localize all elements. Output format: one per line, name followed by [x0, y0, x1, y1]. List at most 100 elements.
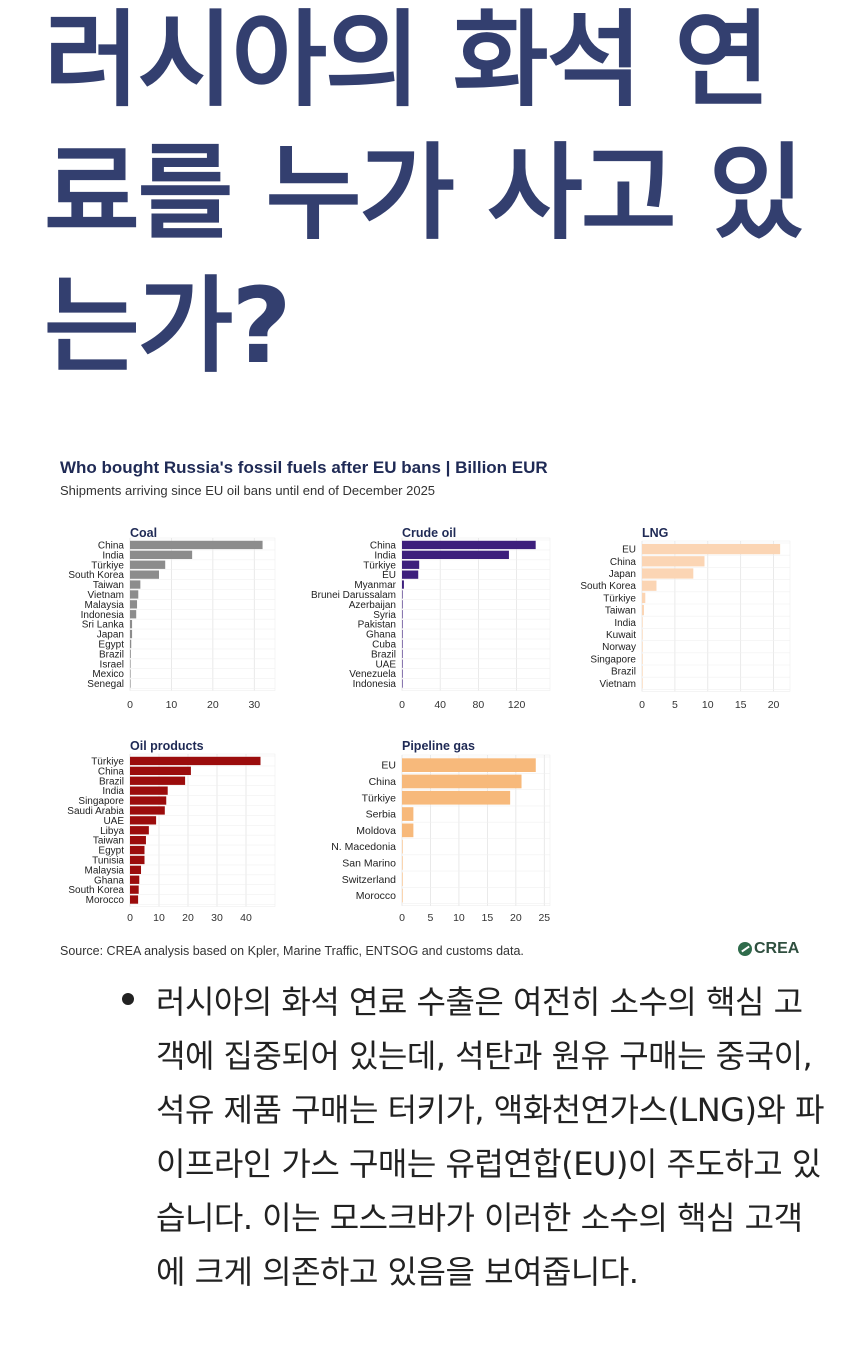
- pipeline-gas-bar: [402, 888, 403, 903]
- lng-bar: [642, 641, 643, 652]
- crude-oil-category-label: China: [370, 540, 397, 551]
- oil-products-bar: [130, 816, 157, 825]
- coal-bar: [130, 629, 133, 639]
- coal-bar: [130, 590, 139, 599]
- crea-logo-text: CREA: [754, 940, 800, 957]
- crea-logo: CREA: [738, 940, 799, 958]
- crude-oil-bar: [402, 600, 403, 609]
- oil-products-bar: [130, 806, 165, 815]
- coal-category-label: Brazil: [99, 649, 124, 660]
- lng-tick-label: 0: [639, 699, 645, 711]
- coal-bar: [130, 639, 132, 649]
- coal-category-label: Mexico: [92, 669, 124, 680]
- lng-bar: [642, 617, 643, 628]
- lng-bar: [642, 556, 705, 567]
- pipeline-gas-bar: [402, 823, 414, 838]
- oil-products-tick-label: 10: [153, 912, 165, 924]
- coal-bar: [130, 580, 141, 589]
- crea-logo-icon: [738, 942, 752, 956]
- crude-oil-tick-label: 120: [508, 699, 526, 711]
- oil-products-bar: [130, 786, 168, 795]
- lng-category-label: Japan: [609, 569, 636, 580]
- oil-products-bar: [130, 845, 145, 855]
- oil-products-tick-label: 0: [127, 912, 133, 924]
- pipeline-gas-category-label: Serbia: [366, 809, 397, 821]
- chart-figure: Who bought Russia's fossil fuels after E…: [0, 440, 850, 970]
- pipeline-gas-category-label: EU: [381, 760, 396, 772]
- lng-category-label: India: [614, 618, 636, 629]
- crude-oil-category-label: Pakistan: [358, 620, 396, 631]
- coal-bar: [130, 570, 159, 579]
- lng-bar: [642, 604, 644, 616]
- pipeline-gas-tick-label: 5: [428, 912, 434, 924]
- coal-category-label: China: [98, 540, 125, 551]
- lng-bar: [642, 629, 643, 640]
- oil-products-category-label: Ghana: [94, 875, 124, 886]
- pipeline-gas-bar: [402, 856, 403, 870]
- coal-panel-title: Coal: [130, 526, 157, 540]
- coal-category-label: South Korea: [68, 570, 124, 581]
- oil-products-category-label: Brazil: [99, 776, 124, 787]
- crude-oil-category-label: EU: [382, 570, 396, 581]
- pipeline-gas-bar: [402, 774, 522, 789]
- crude-oil-category-label: Venezuela: [349, 669, 396, 680]
- coal-category-label: India: [102, 550, 124, 561]
- lng-category-label: South Korea: [580, 581, 636, 592]
- pipeline-gas-tick-label: 20: [510, 912, 522, 924]
- oil-products-tick-label: 40: [240, 912, 252, 924]
- crude-oil-category-label: Azerbaijan: [349, 600, 396, 611]
- coal-category-label: Türkiye: [91, 560, 124, 571]
- coal-category-label: Sri Lanka: [82, 620, 125, 631]
- bullet-text: 러시아의 화석 연료 수출은 여전히 소수의 핵심 고객에 집중되어 있는데, …: [156, 983, 824, 1291]
- coal-bar: [130, 679, 131, 688]
- coal-category-label: Vietnam: [87, 590, 124, 601]
- pipeline-gas-category-label: Switzerland: [342, 874, 396, 886]
- lng-category-label: Brazil: [611, 667, 636, 678]
- oil-products-category-label: India: [102, 786, 124, 797]
- pipeline-gas-category-label: San Marino: [342, 857, 396, 869]
- pipeline-gas-bar: [402, 839, 403, 854]
- oil-products-category-label: Morocco: [86, 895, 125, 906]
- crude-oil-category-label: Indonesia: [353, 679, 397, 690]
- coal-category-label: Taiwan: [93, 580, 124, 591]
- chart-title: Who bought Russia's fossil fuels after E…: [60, 458, 548, 477]
- pipeline-gas-tick-label: 25: [538, 912, 550, 924]
- pipeline-gas-bar: [402, 790, 511, 805]
- crude-oil-category-label: Türkiye: [363, 560, 396, 571]
- lng-category-label: Vietnam: [599, 679, 636, 690]
- crude-oil-bar: [402, 560, 420, 569]
- coal-bar: [130, 669, 131, 678]
- coal-bar: [130, 550, 193, 560]
- lng-category-label: Singapore: [590, 654, 636, 665]
- pipeline-gas-tick-label: 15: [482, 912, 494, 924]
- coal-category-label: Japan: [97, 630, 124, 641]
- lng-bar: [642, 592, 646, 604]
- crude-oil-category-label: Ghana: [366, 630, 396, 641]
- crude-oil-bar: [402, 590, 403, 599]
- oil-products-bar: [130, 756, 261, 766]
- lng-tick-label: 15: [735, 699, 747, 711]
- oil-products-bar: [130, 875, 140, 884]
- oil-products-bar: [130, 835, 146, 845]
- oil-products-panel-title: Oil products: [130, 739, 204, 753]
- oil-products-bar: [130, 796, 167, 805]
- crude-oil-bar: [402, 619, 403, 629]
- crude-oil-category-label: Myanmar: [354, 580, 396, 591]
- coal-category-label: Senegal: [87, 679, 124, 690]
- crude-oil-category-label: Brunei Darussalam: [311, 590, 396, 601]
- crude-oil-bar: [402, 629, 403, 639]
- bullet-icon: [122, 993, 134, 1005]
- pipeline-gas-tick-label: 10: [453, 912, 465, 924]
- oil-products-bar: [130, 855, 145, 865]
- coal-tick-label: 20: [207, 699, 219, 711]
- oil-products-category-label: Türkiye: [91, 756, 124, 767]
- oil-products-category-label: South Korea: [68, 885, 124, 896]
- crude-oil-bar: [402, 639, 403, 649]
- coal-category-label: Malaysia: [85, 600, 125, 611]
- pipeline-gas-panel-title: Pipeline gas: [402, 739, 475, 753]
- coal-tick-label: 10: [166, 699, 178, 711]
- coal-category-label: Egypt: [98, 639, 124, 650]
- chart-subtitle: Shipments arriving since EU oil bans unt…: [60, 483, 436, 498]
- crude-oil-tick-label: 40: [434, 699, 446, 711]
